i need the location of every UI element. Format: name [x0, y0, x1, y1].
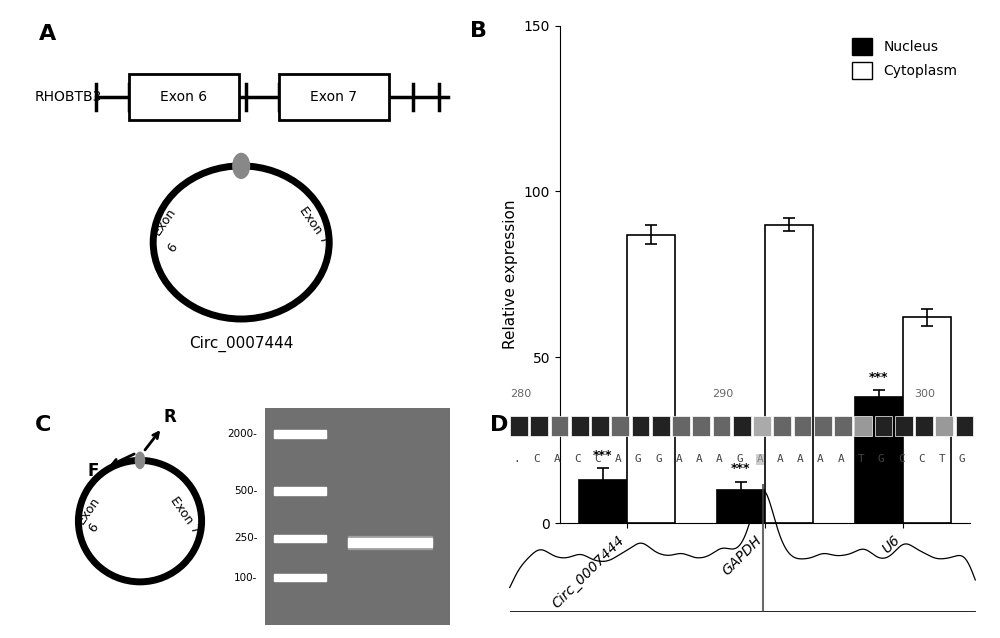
Ellipse shape [135, 452, 145, 468]
Text: A: A [817, 454, 824, 464]
FancyBboxPatch shape [129, 74, 239, 120]
Text: Exon: Exon [74, 494, 102, 526]
Bar [611, 416, 629, 436]
Bar [551, 416, 568, 436]
Text: A: A [797, 454, 804, 464]
Text: A: A [777, 454, 783, 464]
Text: Exon: Exon [150, 205, 178, 237]
Text: 100-: 100- [234, 572, 258, 582]
Text: G: G [736, 454, 743, 464]
Bar [274, 487, 326, 494]
Text: C: C [574, 454, 581, 464]
Bar [765, 225, 813, 523]
Text: D: D [490, 415, 509, 435]
Text: Exon 7: Exon 7 [168, 494, 203, 537]
Legend: Nucleus, Cytoplasm: Nucleus, Cytoplasm [846, 33, 963, 84]
Text: A: A [675, 454, 682, 464]
Ellipse shape [233, 154, 250, 178]
Text: C: C [918, 454, 925, 464]
Text: A: A [39, 24, 56, 44]
Bar [855, 397, 903, 523]
Text: .: . [513, 454, 520, 464]
Bar [627, 235, 675, 523]
Text: G: G [635, 454, 642, 464]
Y-axis label: Relative expression: Relative expression [503, 200, 518, 349]
Bar [854, 416, 872, 436]
Bar [717, 490, 765, 523]
Bar [733, 416, 751, 436]
Bar [579, 480, 627, 523]
Text: C: C [898, 454, 905, 464]
Text: ***: *** [593, 449, 613, 462]
Text: 250-: 250- [234, 533, 258, 544]
Text: 290: 290 [712, 389, 733, 399]
Text: A: A [615, 454, 621, 464]
Text: A: A [696, 454, 702, 464]
Text: Circ_0007444: Circ_0007444 [189, 336, 293, 352]
Text: R: R [163, 408, 176, 426]
Bar [274, 574, 326, 581]
Text: A: A [837, 454, 844, 464]
Bar [672, 416, 690, 436]
Bar [348, 538, 432, 547]
Bar [753, 416, 771, 436]
Text: A: A [716, 454, 723, 464]
Text: Exon 7: Exon 7 [310, 90, 357, 104]
Bar [956, 416, 973, 436]
Bar [875, 416, 892, 436]
Bar [632, 416, 649, 436]
Bar [834, 416, 852, 436]
Bar [713, 416, 730, 436]
Text: 300: 300 [915, 389, 936, 399]
Bar [571, 416, 589, 436]
Text: 6: 6 [165, 241, 181, 255]
Text: B: B [470, 20, 487, 41]
Text: F: F [87, 462, 99, 480]
Text: T: T [939, 454, 945, 464]
FancyBboxPatch shape [279, 74, 389, 120]
Bar [935, 416, 953, 436]
Text: A: A [554, 454, 561, 464]
Text: 500-: 500- [234, 486, 258, 496]
Text: G: G [655, 454, 662, 464]
Text: G: G [959, 454, 966, 464]
Text: ***: *** [731, 462, 751, 475]
Text: C: C [594, 454, 601, 464]
Text: 6: 6 [86, 521, 101, 535]
Text: C: C [534, 454, 540, 464]
Bar [773, 416, 791, 436]
Text: 280: 280 [510, 389, 531, 399]
Bar [530, 416, 548, 436]
Text: G: G [878, 454, 885, 464]
Bar [591, 416, 609, 436]
Bar [814, 416, 832, 436]
Bar [652, 416, 670, 436]
Bar [274, 431, 326, 438]
Bar [915, 416, 933, 436]
Text: C: C [34, 415, 51, 435]
Text: A: A [756, 454, 763, 464]
Bar [895, 416, 913, 436]
Bar [692, 416, 710, 436]
Text: Exon 7: Exon 7 [296, 204, 331, 246]
Bar [794, 416, 811, 436]
Text: Exon 6: Exon 6 [160, 90, 208, 104]
Text: ***: *** [869, 371, 889, 384]
Bar [903, 318, 951, 523]
Bar [348, 537, 432, 549]
Text: 2000-: 2000- [228, 429, 258, 440]
Bar [510, 416, 528, 436]
Bar [274, 535, 326, 542]
Text: RHOBTB3: RHOBTB3 [34, 90, 102, 104]
Text: T: T [858, 454, 864, 464]
